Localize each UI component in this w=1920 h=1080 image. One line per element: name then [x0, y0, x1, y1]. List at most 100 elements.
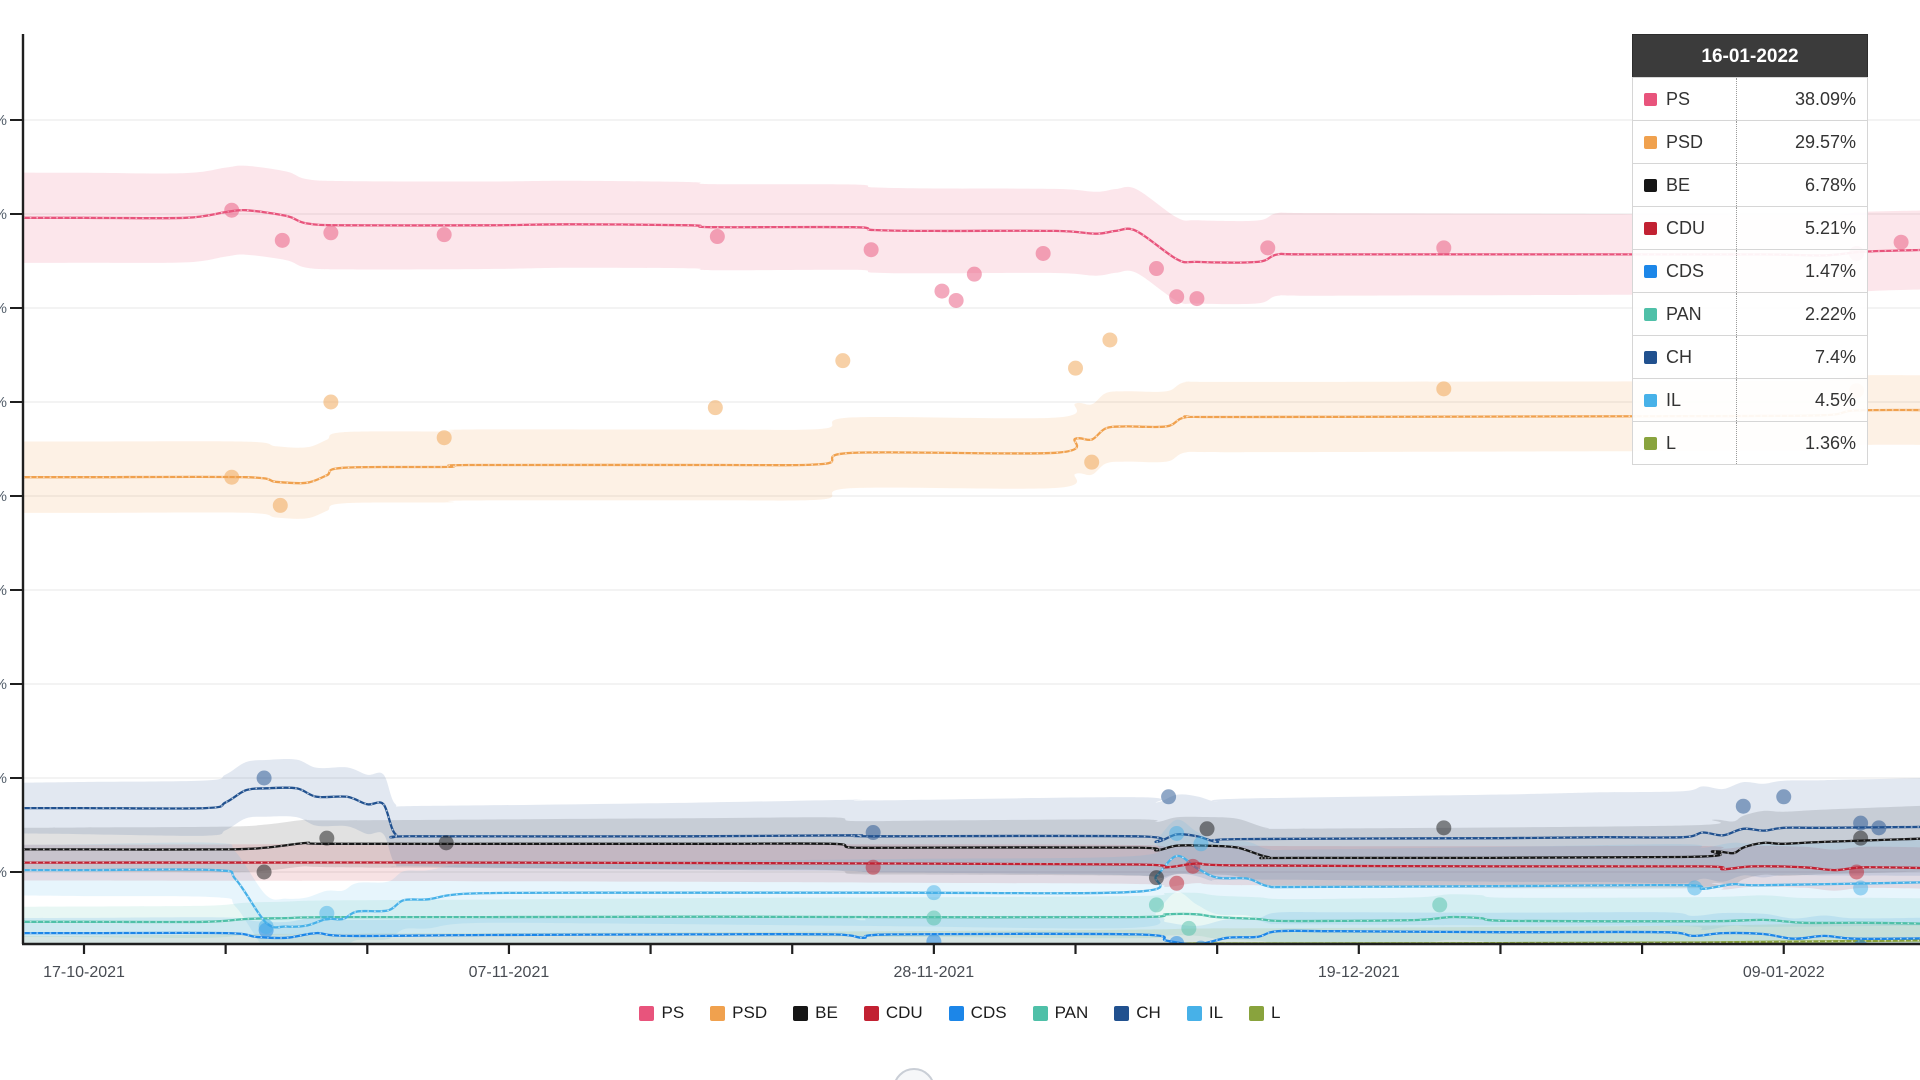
- y-tick-label-clipped: 5%: [0, 864, 7, 881]
- y-tick-label-clipped: 45%: [0, 112, 7, 129]
- legend-swatch-cdu: [863, 1005, 879, 1021]
- tooltip-divider: [1736, 78, 1737, 120]
- confidence-band-psd: [23, 375, 1920, 519]
- poll-dot-ps: [1169, 289, 1185, 305]
- poll-dot-cds: [1854, 939, 1867, 943]
- poll-dot-ch: [1161, 789, 1177, 805]
- tooltip-divider: [1736, 422, 1737, 464]
- poll-dot-ch: [1853, 815, 1869, 831]
- poll-dot-psd: [272, 497, 288, 513]
- legend-swatch-il: [1186, 1005, 1202, 1021]
- x-tick-label: 07-11-2021: [469, 964, 550, 981]
- legend-item-il[interactable]: IL: [1186, 1003, 1223, 1023]
- poll-dot-be: [1199, 821, 1215, 837]
- trend-line-dots-cds: [23, 930, 1920, 943]
- tooltip-divider: [1736, 293, 1737, 335]
- poll-dot-ps: [224, 202, 240, 218]
- poll-dot-ps: [1148, 261, 1164, 277]
- trend-line-dots-l: [1179, 939, 1920, 943]
- poll-dot-pan: [1181, 920, 1197, 936]
- trend-line-psd: [23, 408, 1920, 485]
- poll-dot-psd: [1102, 332, 1118, 348]
- x-tick-label: 17-10-2021: [43, 964, 125, 981]
- tooltip-party-label: CH: [1666, 346, 1692, 367]
- chart-legend: PS PSD BE CDU CDS PAN CH IL L: [0, 1003, 1920, 1023]
- y-tick-label-clipped: 25%: [0, 488, 7, 505]
- poll-dot-ps: [1035, 245, 1051, 261]
- legend-item-ch[interactable]: CH: [1114, 1003, 1161, 1023]
- tooltip-row-psd: PSD 29.57%: [1632, 120, 1868, 164]
- tooltip-swatch-cdu: [1644, 221, 1657, 235]
- poll-dot-pan: [926, 910, 942, 926]
- poll-dot-cds: [1195, 940, 1207, 943]
- legend-item-psd[interactable]: PSD: [710, 1003, 767, 1023]
- legend-item-ps[interactable]: PS: [639, 1003, 684, 1023]
- poll-dot-ps: [1189, 291, 1205, 307]
- legend-item-cds[interactable]: CDS: [948, 1003, 1007, 1023]
- tooltip-value: 4.5%: [1814, 389, 1856, 410]
- poll-dot-be: [1436, 820, 1452, 836]
- tooltip-row-pan: PAN 2.22%: [1632, 292, 1868, 336]
- tooltip-divider: [1736, 121, 1737, 163]
- poll-dot-psd: [323, 394, 339, 410]
- tooltip-value: 29.57%: [1794, 131, 1856, 152]
- trend-line-dots-be: [23, 837, 1920, 859]
- legend-item-pan[interactable]: PAN: [1032, 1003, 1089, 1023]
- tooltip-swatch-ch: [1644, 350, 1657, 364]
- tooltip-row-cdu: CDU 5.21%: [1632, 206, 1868, 250]
- legend-label: CH: [1136, 1003, 1161, 1022]
- poll-dot-ps: [1260, 240, 1276, 256]
- tooltip-divider: [1736, 207, 1737, 249]
- poll-dot-psd: [707, 400, 723, 416]
- poll-dot-ch: [1776, 789, 1792, 805]
- legend-swatch-ch: [1114, 1005, 1130, 1021]
- poll-dot-be: [438, 835, 454, 851]
- tooltip-value: 38.09%: [1794, 88, 1856, 109]
- legend-label: PAN: [1054, 1003, 1089, 1022]
- legend-swatch-psd: [710, 1005, 726, 1021]
- legend-label: PS: [661, 1003, 685, 1022]
- poll-dot-il: [319, 905, 335, 921]
- poll-dot-ps: [274, 232, 290, 248]
- hover-tooltip: 16-01-2022 PS 38.09% PSD 29.57% BE 6.78% CDU 5.…: [1632, 34, 1868, 465]
- legend-item-cdu[interactable]: CDU: [863, 1003, 923, 1023]
- legend-label: CDU: [885, 1003, 923, 1022]
- legend-swatch-pan: [1032, 1005, 1048, 1021]
- legend-swatch-cds: [948, 1005, 964, 1021]
- tooltip-party-label: PSD: [1666, 131, 1704, 152]
- y-tick-label-clipped: 15%: [0, 676, 7, 693]
- poll-dot-cdu: [1849, 864, 1865, 880]
- tooltip-party-label: L: [1666, 432, 1677, 453]
- y-tick-label-clipped: 30%: [0, 394, 7, 411]
- legend-item-be[interactable]: BE: [793, 1003, 838, 1023]
- legend-label: BE: [815, 1003, 838, 1022]
- tooltip-row-ch: CH 7.4%: [1632, 335, 1868, 379]
- tooltip-row-ps: PS 38.09%: [1632, 77, 1868, 121]
- confidence-band-cdu: [23, 843, 1920, 891]
- poll-dot-ch: [1735, 798, 1751, 814]
- tooltip-divider: [1736, 336, 1737, 378]
- tooltip-rows: PS 38.09% PSD 29.57% BE 6.78% CDU 5.21% CDS 1.47%…: [1632, 77, 1868, 465]
- poll-dot-cdu: [865, 859, 881, 875]
- poll-dot-ps: [1436, 240, 1452, 256]
- poll-dot-il: [1853, 880, 1869, 896]
- y-tick-label-clipped: 35%: [0, 300, 7, 317]
- tooltip-swatch-il: [1644, 393, 1657, 407]
- y-tick-label-clipped: 10%: [0, 770, 7, 787]
- tooltip-divider: [1736, 250, 1737, 292]
- poll-dot-be: [256, 864, 272, 880]
- legend-item-l[interactable]: L: [1249, 1003, 1281, 1023]
- poll-dot-psd: [436, 430, 452, 446]
- poll-dot-ps: [1893, 234, 1909, 250]
- y-tick-label-clipped: 40%: [0, 206, 7, 223]
- tooltip-party-label: CDU: [1666, 217, 1705, 238]
- poll-dot-il: [1687, 880, 1703, 896]
- tooltip-divider: [1736, 164, 1737, 206]
- poll-dot-psd: [1084, 454, 1100, 470]
- poll-dot-cdu: [1185, 858, 1201, 874]
- tooltip-party-label: PS: [1666, 88, 1691, 109]
- poll-dot-il: [1169, 825, 1185, 841]
- tooltip-swatch-l: [1644, 436, 1657, 450]
- x-tick-label: 09-01-2022: [1743, 964, 1825, 981]
